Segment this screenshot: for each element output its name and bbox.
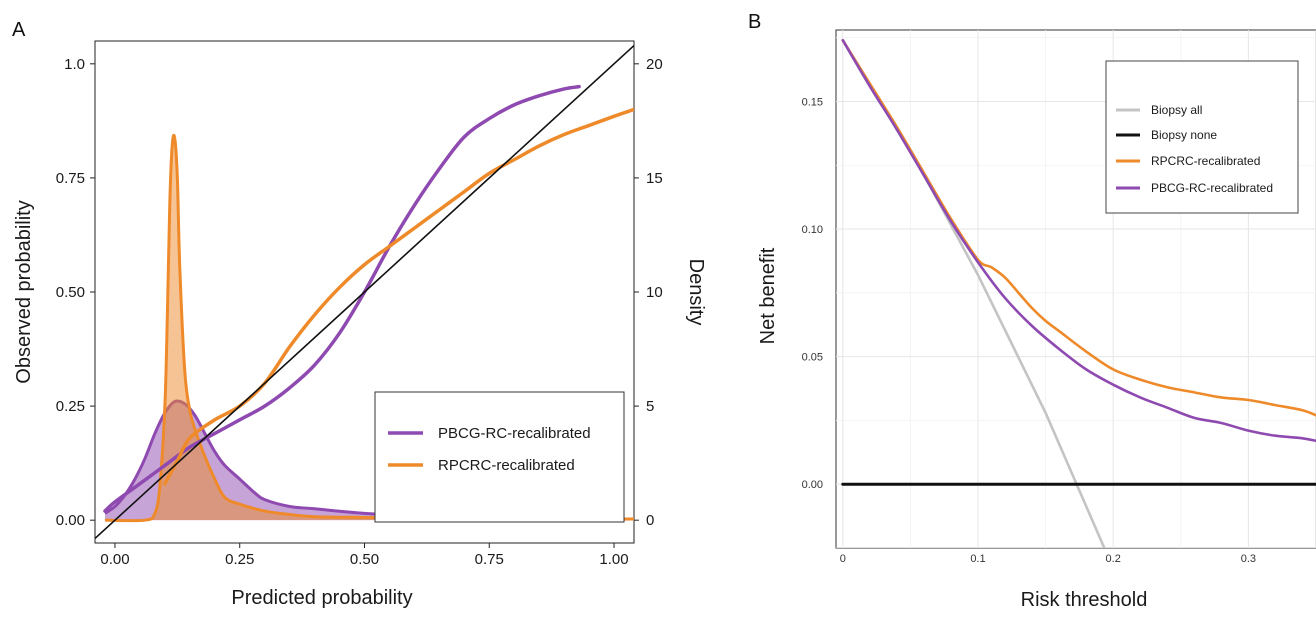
calibration-line-rpcrc-recalibrated bbox=[163, 107, 634, 486]
calibration-line-pbcg-rc-recalibrated bbox=[103, 84, 581, 513]
y-tick-label: 0.75 bbox=[56, 170, 85, 187]
plot-a-ticks: 0.00 0.25 0.50 0.75 1.000.000.250.500.751.00… bbox=[56, 56, 663, 568]
decision-curve-plot: 0 0.1 0.2 0.3 0.00 0.05 0.10 0.15 Risk threshol… bbox=[757, 29, 1316, 611]
x-tick-label: 0.3 bbox=[1241, 553, 1256, 565]
legend-b-label-pbcg: PBCG-RC-recalibrated bbox=[1151, 181, 1273, 195]
y-tick-label: 0.15 bbox=[802, 96, 823, 108]
panel-b-letter: B bbox=[748, 11, 761, 33]
plot-b-legend: Biopsy all Biopsy none RPCRC-recalibrate… bbox=[1105, 60, 1299, 214]
y-tick-label: 0.00 bbox=[802, 479, 823, 491]
legend-a-label-pbcg: PBCG-RC-recalibrated bbox=[438, 425, 591, 442]
y-tick-label: 0.25 bbox=[56, 398, 85, 415]
reference-diagonal bbox=[95, 44, 634, 540]
x-tick-label: 0.2 bbox=[1106, 553, 1121, 565]
plot-a-legend: PBCG-RC-recalibrated RPCRC-recalibrated bbox=[374, 391, 625, 523]
y2-tick-label: 10 bbox=[646, 284, 663, 301]
x-tick-label: 0.50 bbox=[350, 551, 379, 568]
calibration-lines bbox=[95, 44, 634, 540]
plot-a-legend-box bbox=[374, 391, 625, 523]
plot-b-ticks: 0 0.1 0.2 0.3 0.00 0.05 0.10 0.15 bbox=[802, 96, 1256, 565]
y2-tick-label: 5 bbox=[646, 398, 654, 415]
y-tick-label: 0.00 bbox=[56, 512, 85, 529]
decision-curves bbox=[841, 38, 1316, 548]
y2-tick-label: 20 bbox=[646, 56, 663, 73]
x-tick-label: 1.00 bbox=[599, 551, 628, 568]
plot-b-y-title: Net benefit bbox=[757, 247, 779, 344]
y-tick-label: 1.0 bbox=[64, 56, 85, 73]
density-area-pbcg-rc-recalibrated bbox=[104, 400, 634, 521]
x-tick-label: 0.1 bbox=[970, 553, 985, 565]
y-tick-label: 0.50 bbox=[56, 284, 85, 301]
legend-b-label-biopsy-all: Biopsy all bbox=[1151, 103, 1202, 117]
plot-a-y2-title: Density bbox=[685, 259, 707, 326]
calibration-plot: 0.00 0.25 0.50 0.75 1.000.000.250.500.751.00… bbox=[13, 40, 707, 609]
plot-a-x-title: Predicted probability bbox=[231, 587, 412, 609]
plot-b-x-title: Risk threshold bbox=[1021, 589, 1148, 611]
x-tick-label: 0.00 bbox=[100, 551, 129, 568]
legend-a-label-rpcrc: RPCRC-recalibrated bbox=[438, 457, 575, 474]
x-tick-label: 0.75 bbox=[475, 551, 504, 568]
plot-a-y-title: Observed probability bbox=[13, 200, 35, 383]
legend-b-label-rpcrc: RPCRC-recalibrated bbox=[1151, 154, 1260, 168]
y-tick-label: 0.05 bbox=[802, 352, 823, 364]
legend-b-label-biopsy-none: Biopsy none bbox=[1151, 128, 1217, 142]
y2-tick-label: 15 bbox=[646, 170, 663, 187]
panel-a-letter: A bbox=[12, 19, 26, 41]
y-tick-label: 0.10 bbox=[802, 224, 823, 236]
y2-tick-label: 0 bbox=[646, 512, 654, 529]
x-tick-label: 0.25 bbox=[225, 551, 254, 568]
x-tick-label: 0 bbox=[840, 553, 846, 565]
curve-pbcg-rc-recalibrated bbox=[841, 38, 1316, 443]
